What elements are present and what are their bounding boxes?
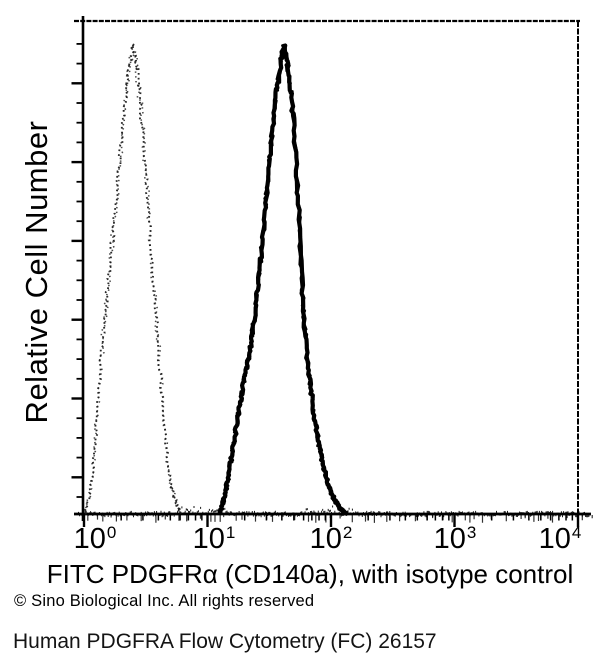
baseline-noise [78, 505, 591, 518]
tick-exponent: 0 [106, 523, 117, 542]
tick-base: 10 [192, 523, 225, 555]
fitc-pdgfr-cd140a-curve [219, 43, 350, 516]
isotype-control-curve [83, 48, 182, 515]
tick-exponent: 1 [225, 523, 236, 542]
tick-exponent: 3 [466, 523, 477, 542]
x-tick-label-1e0: 100 [74, 523, 117, 556]
copyright-text: © Sino Biological Inc. All rights reserv… [14, 592, 315, 610]
x-tick-label-1e4: 104 [539, 523, 582, 556]
tick-base: 10 [538, 523, 571, 555]
x-tick-label-1e1: 101 [193, 523, 236, 556]
isotype-control-curve [84, 43, 182, 515]
tick-base: 10 [433, 523, 466, 555]
tick-base: 10 [73, 523, 106, 555]
tick-base: 10 [309, 523, 342, 555]
x-tick-label-1e2: 102 [310, 523, 353, 556]
x-axis-label: FITC PDGFRα (CD140a), with isotype contr… [46, 559, 574, 589]
baseline-spikes [87, 515, 593, 523]
tick-exponent: 2 [342, 523, 353, 542]
x-tick-label-1e3: 103 [434, 523, 477, 556]
tick-exponent: 4 [571, 523, 582, 542]
y-axis-ticks [71, 43, 83, 498]
fitc-pdgfr-cd140a-curve [217, 43, 349, 517]
caption-text: Human PDGFRA Flow Cytometry (FC) 26157 [13, 630, 437, 653]
